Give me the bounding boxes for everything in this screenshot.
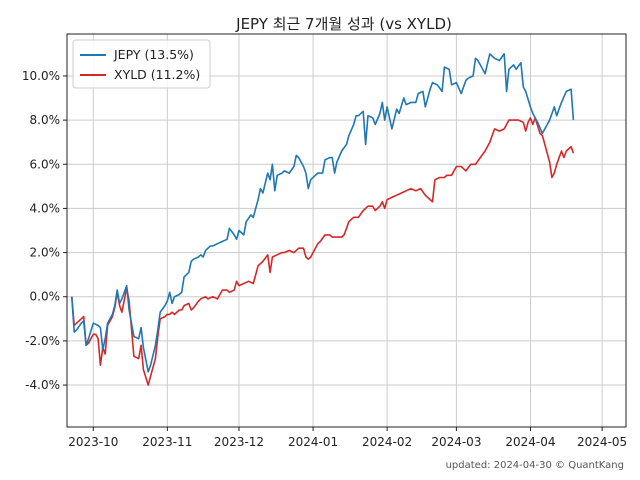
y-tick-label: 2.0% <box>30 246 61 260</box>
plot-frame <box>66 33 627 428</box>
legend: JEPY (13.5%) XYLD (11.2%) <box>72 39 211 89</box>
chart-title: JEPY 최근 7개월 성과 (vs XYLD) <box>235 15 452 33</box>
x-tick-label: 2024-02 <box>362 435 412 449</box>
y-tick-label: -4.0% <box>25 378 60 392</box>
y-tick-label: 0.0% <box>30 290 61 304</box>
y-tick-label: 6.0% <box>30 157 61 171</box>
x-tick-label: 2023-11 <box>142 435 192 449</box>
x-tick-label: 2024-01 <box>288 435 338 449</box>
legend-box <box>72 39 211 89</box>
x-axis: 2023-10 2023-11 2023-12 2024-01 2024-02 2024-… <box>68 427 627 449</box>
y-tick-label: -2.0% <box>25 334 60 348</box>
x-tick-label: 2023-10 <box>68 435 118 449</box>
y-tick-label: 8.0% <box>30 113 61 127</box>
x-tick-label: 2023-12 <box>214 435 264 449</box>
x-tick-label: 2024-04 <box>505 435 555 449</box>
y-tick-label: 10.0% <box>22 69 60 83</box>
grid <box>67 34 626 427</box>
x-tick-label: 2024-03 <box>431 435 481 449</box>
series-line-jepy <box>71 53 575 373</box>
x-tick-label: 2024-05 <box>577 435 627 449</box>
y-axis: -4.0% -2.0% 0.0% 2.0% 4.0% 6.0% 8.0% 10.0% <box>22 69 67 392</box>
legend-label-xyld: XYLD (11.2%) <box>114 67 200 82</box>
legend-label-jepy: JEPY (13.5%) <box>113 47 194 62</box>
series-lines <box>71 53 575 386</box>
series-line-xyld <box>71 117 575 386</box>
y-tick-label: 4.0% <box>30 201 61 215</box>
footer-note: updated: 2024-04-30 © QuantKang <box>446 460 624 471</box>
